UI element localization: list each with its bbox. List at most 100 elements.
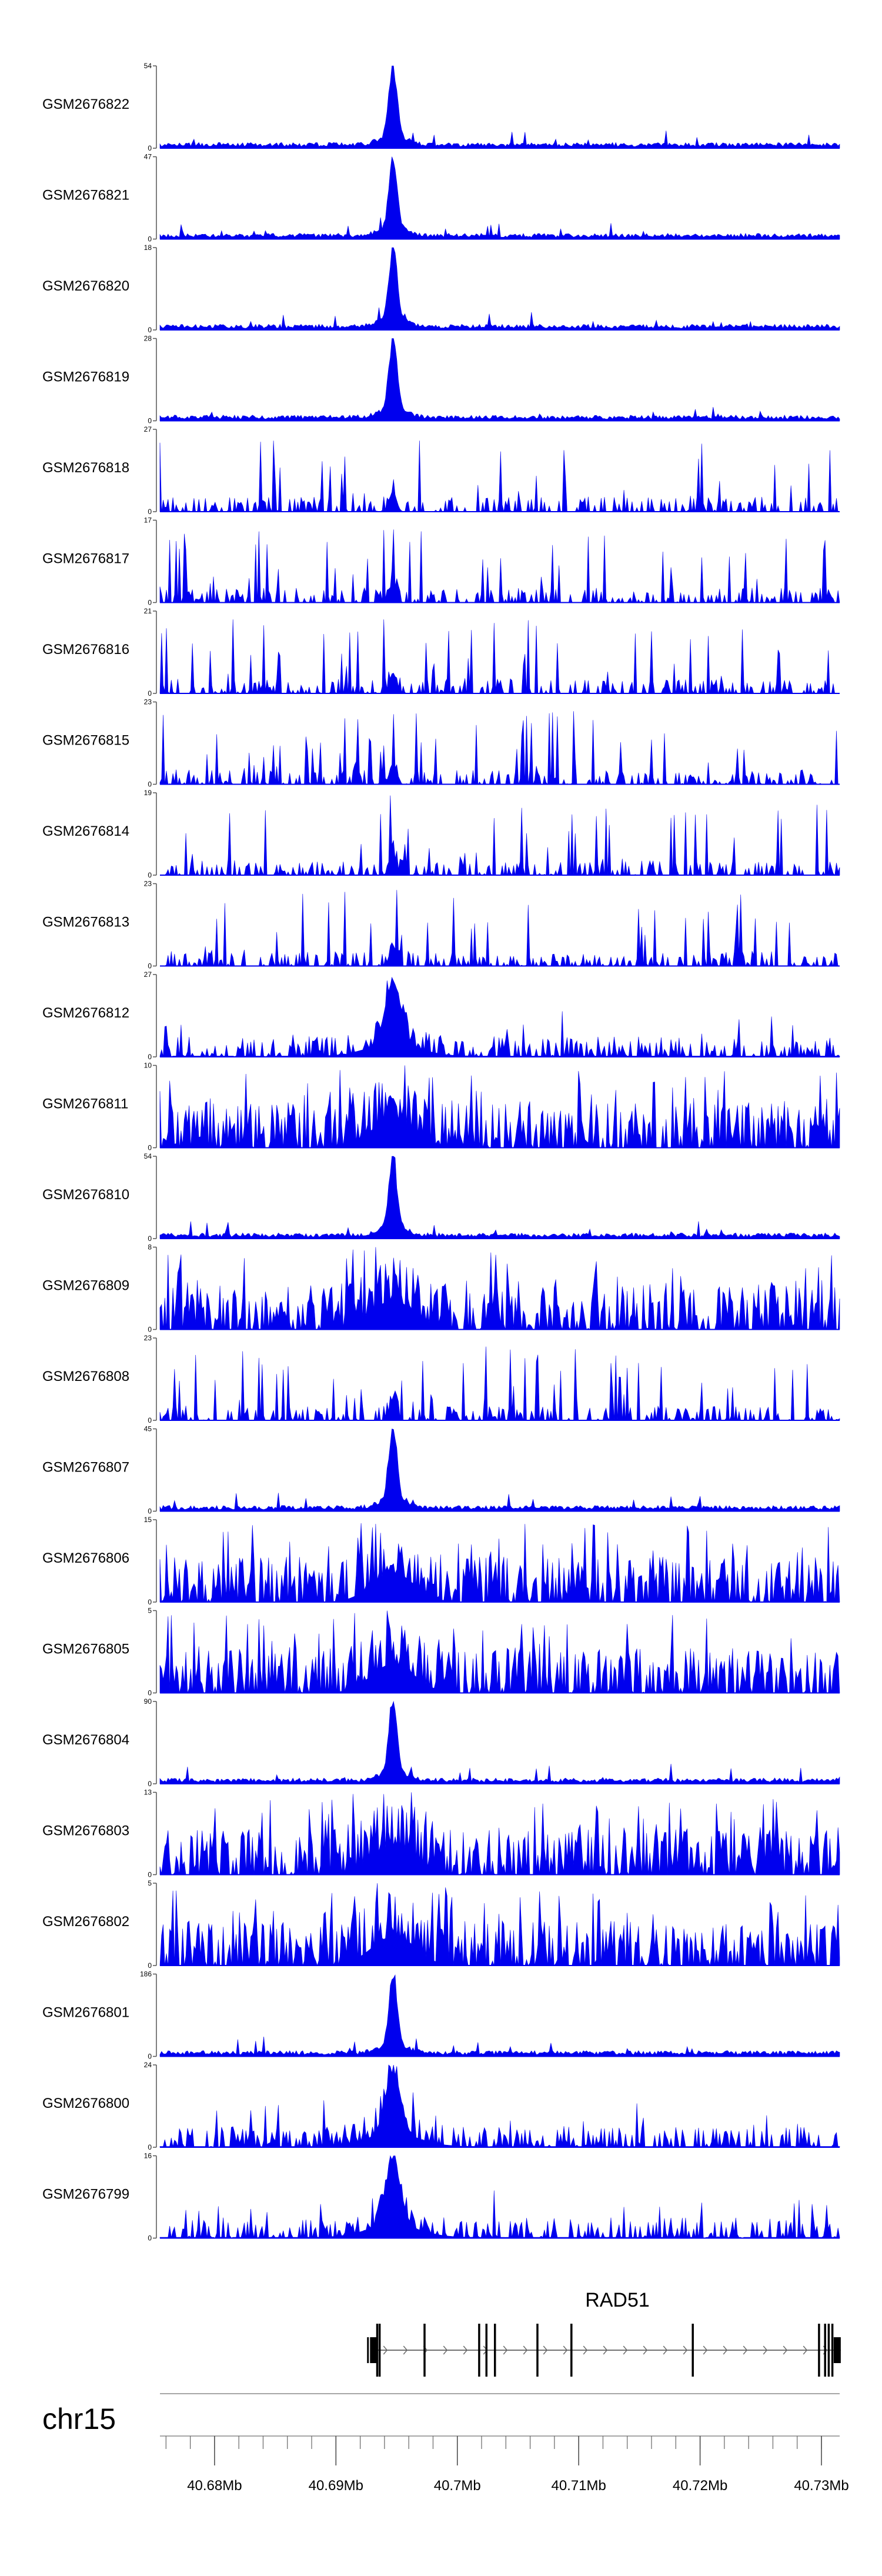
y-axis-max-label: 27 xyxy=(144,425,152,433)
coverage-area xyxy=(159,1247,840,1330)
track-gsm2676803: GSM2676803 13 0 xyxy=(42,1788,840,1879)
coverage-area xyxy=(159,1346,840,1422)
x-tick-label: 40.71Mb xyxy=(551,2478,606,2494)
coverage-area xyxy=(160,890,840,967)
coverage-area xyxy=(160,795,840,876)
track-gsm2676804: GSM2676804 90 0 xyxy=(42,1697,840,1788)
track-name-label: GSM2676799 xyxy=(42,2187,129,2203)
coverage-area xyxy=(159,1974,840,2057)
y-axis-zero-label: 0 xyxy=(148,508,152,516)
y-axis-zero-label: 0 xyxy=(148,962,152,970)
y-axis-max-label: 23 xyxy=(144,1334,152,1342)
gene-exon xyxy=(691,2324,694,2377)
track-gsm2676810: GSM2676810 54 0 xyxy=(42,1152,840,1243)
gene-exon xyxy=(818,2324,820,2377)
y-axis-max-label: 45 xyxy=(144,1425,152,1433)
gene-exon xyxy=(833,2337,841,2363)
y-axis-zero-label: 0 xyxy=(148,2143,152,2151)
y-axis-max-label: 18 xyxy=(144,243,152,252)
y-axis-zero-label: 0 xyxy=(148,326,152,334)
y-axis-max-label: 21 xyxy=(144,607,152,615)
track-name-label: GSM2676811 xyxy=(42,1096,128,1112)
strand-direction-arrow xyxy=(503,2345,508,2355)
gene-exon xyxy=(831,2324,834,2377)
y-axis-zero-label: 0 xyxy=(148,1144,152,1152)
coverage-area xyxy=(159,1610,840,1694)
y-axis-max-label: 5 xyxy=(148,1879,152,1887)
gene-exon xyxy=(570,2324,573,2377)
track-gsm2676800: GSM2676800 24 0 xyxy=(42,2061,840,2151)
coverage-area xyxy=(159,1523,840,1603)
gene-exon xyxy=(485,2324,488,2377)
x-tick-label: 40.73Mb xyxy=(794,2478,848,2494)
track-name-label: GSM2676820 xyxy=(42,278,129,294)
y-axis-max-label: 47 xyxy=(144,153,152,161)
coverage-area xyxy=(159,2064,840,2148)
y-axis-max-label: 27 xyxy=(144,970,152,979)
track-gsm2676821: GSM2676821 47 0 xyxy=(42,153,840,243)
track-name-label: GSM2676814 xyxy=(42,823,129,839)
coverage-area xyxy=(159,65,840,149)
coverage-area xyxy=(159,338,840,421)
y-axis-zero-label: 0 xyxy=(148,1961,152,1970)
track-name-label: GSM2676804 xyxy=(42,1732,129,1748)
coverage-area xyxy=(159,247,840,331)
y-axis-zero-label: 0 xyxy=(148,1871,152,1879)
strand-direction-arrow xyxy=(603,2345,608,2355)
track-gsm2676820: GSM2676820 18 0 xyxy=(42,243,840,334)
y-axis-zero-label: 0 xyxy=(148,2234,152,2243)
y-axis-max-label: 186 xyxy=(140,1970,152,1978)
track-name-label: GSM2676807 xyxy=(42,1460,129,1476)
x-tick-label: 40.68Mb xyxy=(187,2478,242,2494)
y-axis-max-label: 15 xyxy=(144,1516,152,1524)
y-axis-max-label: 10 xyxy=(144,1062,152,1070)
track-gsm2676799: GSM2676799 16 0 xyxy=(42,2152,840,2243)
track-name-label: GSM2676819 xyxy=(42,369,129,385)
chromosome-label: chr15 xyxy=(42,2403,116,2435)
y-axis-zero-label: 0 xyxy=(148,1234,152,1243)
track-name-label: GSM2676815 xyxy=(42,733,129,749)
gene-start-exon xyxy=(367,2337,369,2363)
y-axis-max-label: 23 xyxy=(144,698,152,706)
strand-direction-arrow xyxy=(403,2345,408,2355)
gene-annotation-track: RAD51 xyxy=(367,2289,841,2377)
track-gsm2676809: GSM2676809 8 0 xyxy=(42,1243,840,1334)
coverage-area xyxy=(159,619,840,695)
strand-direction-arrow xyxy=(763,2345,768,2355)
gene-exon xyxy=(827,2324,830,2377)
coverage-area xyxy=(159,441,840,513)
track-gsm2676819: GSM2676819 28 0 xyxy=(42,335,840,425)
track-gsm2676806: GSM2676806 15 0 xyxy=(42,1516,840,1606)
track-gsm2676815: GSM2676815 23 0 xyxy=(42,698,840,789)
y-axis-zero-label: 0 xyxy=(148,1780,152,1788)
track-gsm2676822: GSM2676822 54 0 xyxy=(42,62,840,152)
track-name-label: GSM2676812 xyxy=(42,1005,129,1021)
track-gsm2676816: GSM2676816 21 0 xyxy=(42,607,840,698)
strand-direction-arrow xyxy=(683,2345,688,2355)
track-gsm2676814: GSM2676814 19 0 xyxy=(42,789,840,879)
track-name-label: GSM2676817 xyxy=(42,551,129,567)
track-name-label: GSM2676803 xyxy=(42,1823,129,1839)
coverage-area xyxy=(159,1065,840,1149)
genome-axis: chr15 40.68Mb 40.69Mb 40.7Mb 40.71Mb 40.72Mb… xyxy=(42,2393,849,2494)
strand-direction-arrow xyxy=(783,2345,788,2355)
strand-direction-arrow xyxy=(463,2345,468,2355)
gene-exon xyxy=(370,2337,377,2363)
y-axis-max-label: 54 xyxy=(144,1152,152,1160)
coverage-area xyxy=(159,2155,840,2238)
track-name-label: GSM2676818 xyxy=(42,460,129,476)
track-name-label: GSM2676800 xyxy=(42,2095,129,2111)
track-name-label: GSM2676801 xyxy=(42,2005,129,2021)
y-axis-max-label: 23 xyxy=(144,880,152,888)
y-axis-zero-label: 0 xyxy=(148,417,152,425)
track-gsm2676802: GSM2676802 5 0 xyxy=(42,1879,840,1970)
y-axis-max-label: 17 xyxy=(144,516,152,525)
y-axis-zero-label: 0 xyxy=(148,599,152,607)
track-gsm2676813: GSM2676813 23 0 xyxy=(42,880,840,970)
y-axis-max-label: 24 xyxy=(144,2061,152,2069)
track-name-label: GSM2676810 xyxy=(42,1187,129,1203)
track-gsm2676805: GSM2676805 5 0 xyxy=(42,1607,840,1697)
y-axis-zero-label: 0 xyxy=(148,1416,152,1424)
y-axis-zero-label: 0 xyxy=(148,1689,152,1697)
